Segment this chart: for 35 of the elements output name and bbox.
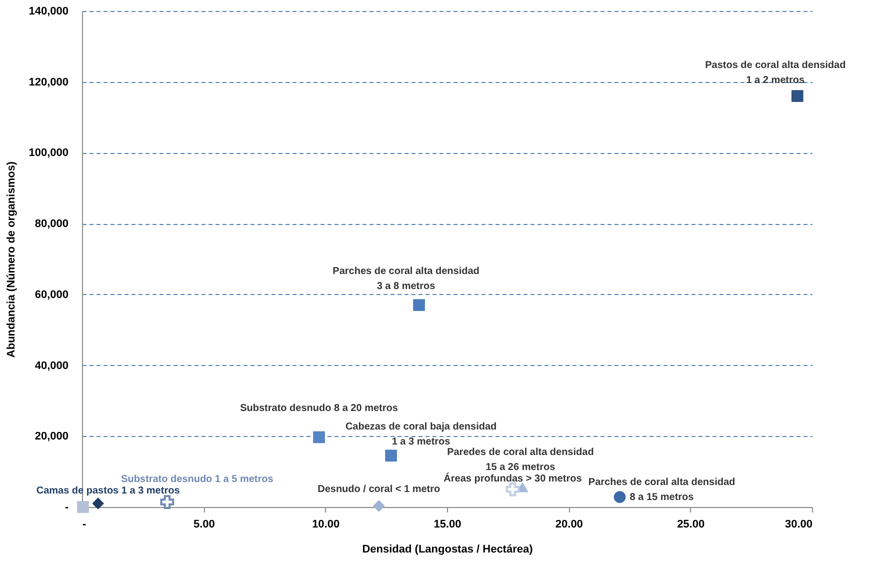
y-tick-label: 60,000	[34, 288, 68, 301]
y-tick-label: -	[64, 502, 69, 514]
point	[413, 299, 425, 311]
point	[160, 495, 174, 509]
point	[372, 500, 385, 512]
point	[614, 491, 626, 503]
point	[385, 450, 397, 462]
y-tick-label: 120,000	[28, 76, 68, 88]
y-tick-label: 20,000	[34, 430, 68, 443]
text: Parches de coral alta densidad 3 a 8 metros	[332, 266, 480, 292]
text: Substrato desnudo 8 a 20 metros	[240, 403, 398, 414]
text: Parches de coral alta densidad 8 a 15 metros	[588, 477, 736, 504]
x-tick-label: 10.00	[312, 518, 340, 530]
y-tick-label: 140,000	[28, 6, 68, 18]
point	[77, 501, 89, 513]
text: Substrato desnudo 1 a 5 metros	[121, 474, 274, 486]
x-tick-label: 5.00	[193, 518, 215, 530]
y-axis-title: Abundancia (Número de organismos)	[6, 161, 18, 358]
point	[92, 498, 104, 510]
x-tick-label: 20.00	[555, 518, 583, 530]
x-tick-label: -	[82, 518, 86, 530]
point	[791, 90, 804, 102]
series-label: Desnudo / coral < 1 metro	[318, 484, 440, 495]
point	[313, 431, 325, 444]
x-tick-label: 15.00	[434, 518, 462, 530]
x-tick-label: 30.00	[784, 518, 812, 530]
x-tick-label: 25.00	[677, 518, 705, 530]
y-tick-label: 100,000	[28, 147, 68, 160]
text: Paredes de coral alta densidad 15 a 26 metros	[447, 447, 594, 474]
y-tick-label: 40,000	[34, 360, 68, 372]
y-tick-label: 80,000	[34, 218, 68, 230]
x-axis-title: Densidad (Langostas / Hectárea)	[362, 544, 534, 556]
text: Cabezas de coral baja densidad 1 a 3 metros	[345, 422, 497, 448]
series-label: Camas de pastos 1 a 3 metros	[36, 485, 180, 496]
series-label: Áreas profundas > 30 metros	[444, 472, 582, 484]
